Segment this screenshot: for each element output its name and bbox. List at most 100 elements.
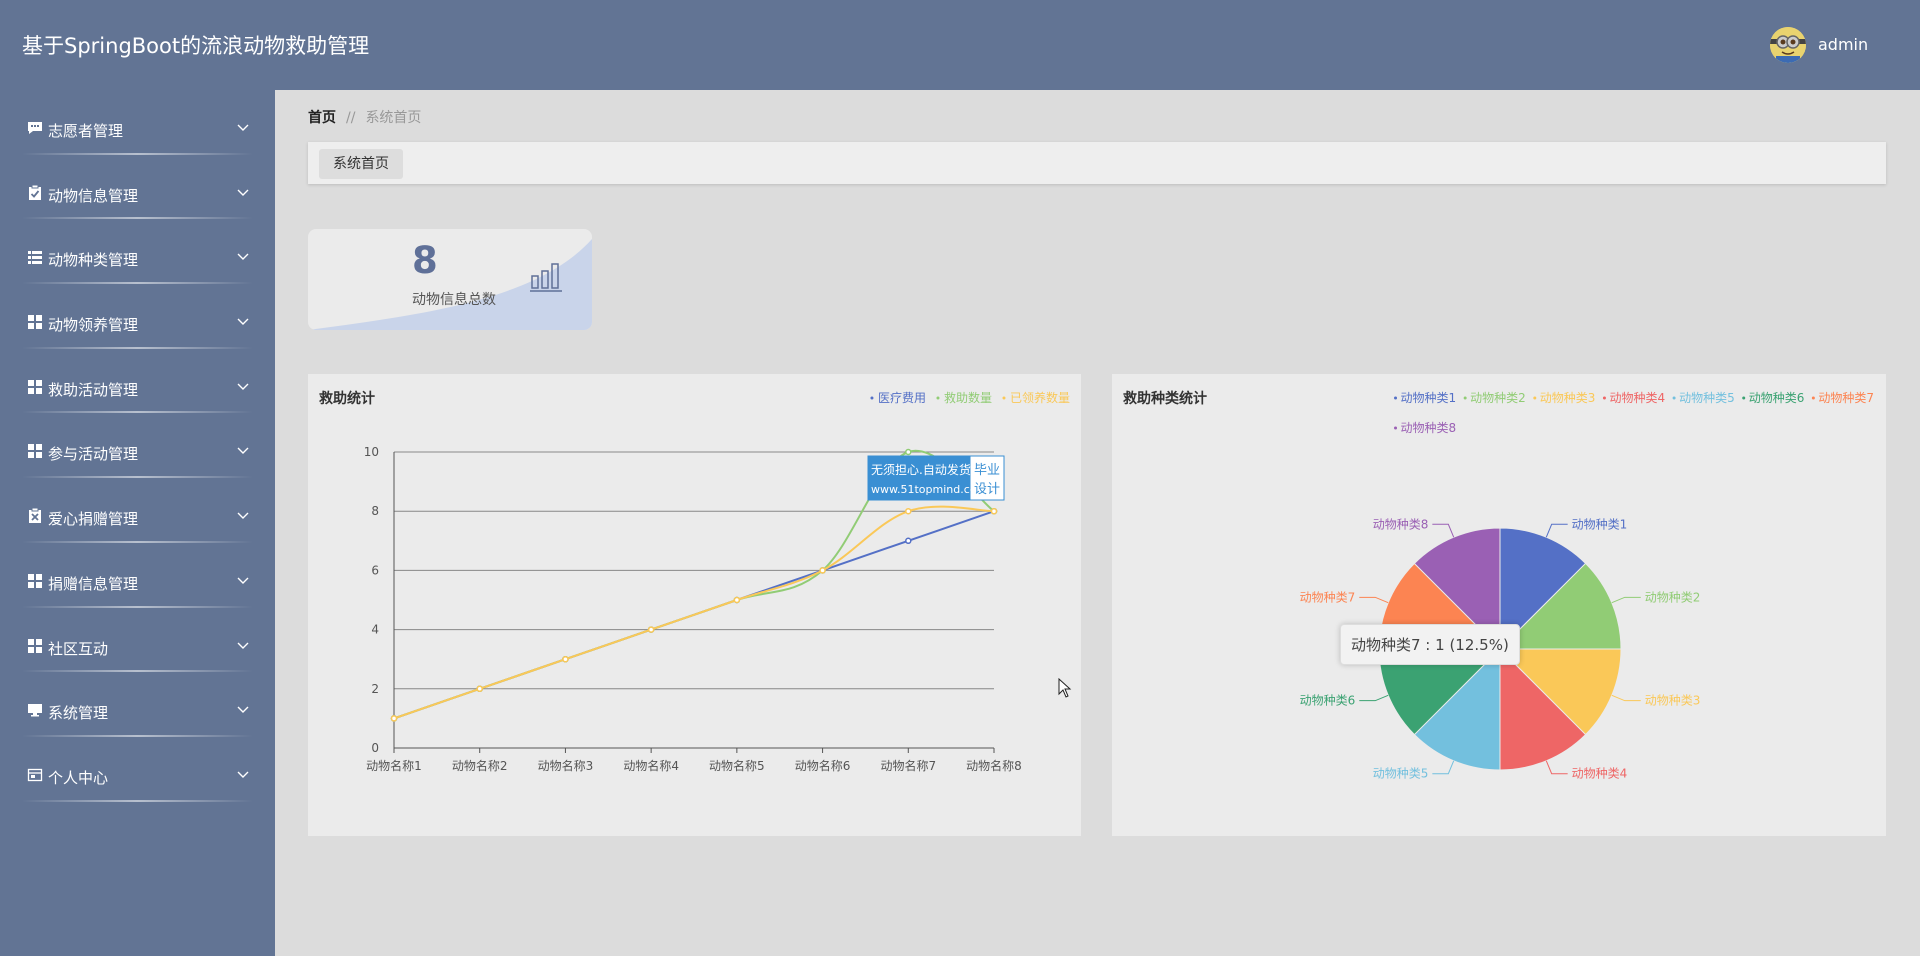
- pie-label: 动物种类2: [1645, 590, 1701, 604]
- chevron-down-icon[interactable]: [236, 378, 250, 392]
- chevron-down-icon[interactable]: [236, 119, 250, 133]
- sidebar-item-label: 个人中心: [48, 768, 109, 787]
- pie-slice[interactable]: [1413, 527, 1501, 651]
- rescue-line-chart: 0 2 4 6 8 10 动物名称1 动物名称2 动物名称3 动物名称4 动物名称5 动物名称6 动物名…: [364, 390, 1070, 773]
- series-3-point[interactable]: [647, 626, 655, 633]
- animal-total-value: 8: [412, 239, 438, 282]
- top-header: 基于SpringBoot的流浪动物救助管理 admin: [0, 0, 1920, 90]
- sidebar-item-1[interactable]: 志愿者管理: [0, 90, 275, 155]
- breadcrumb: 首页 // 系统首页: [308, 107, 421, 127]
- sidebar-divider: [22, 605, 253, 608]
- sidebar-divider: [22, 152, 253, 155]
- legend-item[interactable]: 动物种类1: [1401, 391, 1457, 405]
- animal-total-card: 8 动物信息总数: [308, 229, 592, 330]
- legend-dot: [1394, 396, 1398, 400]
- legend-item[interactable]: 动物种类3: [1540, 391, 1596, 405]
- sidebar-item-6[interactable]: 参与活动管理: [0, 413, 275, 479]
- chevron-down-icon[interactable]: [236, 442, 250, 456]
- chevron-down-icon[interactable]: [236, 637, 250, 651]
- sidebar-divider: [22, 734, 253, 737]
- watermark-url: www.51topmind.com: [871, 483, 987, 496]
- pie-label-line: [1611, 694, 1641, 702]
- pie-label: 动物种类5: [1373, 767, 1429, 781]
- sidebar-item-4[interactable]: 动物领养管理: [0, 284, 275, 349]
- legend-item[interactable]: 动物种类8: [1401, 421, 1457, 435]
- breadcrumb-home[interactable]: 首页: [308, 110, 336, 126]
- sidebar-item-7[interactable]: 爱心捐赠管理: [0, 478, 275, 543]
- sidebar-item-label: 捐赠信息管理: [48, 574, 139, 593]
- tab-system-home[interactable]: 系统首页: [319, 149, 403, 179]
- clipboard-check-icon: [27, 184, 43, 201]
- series-3-point[interactable]: [476, 685, 483, 693]
- sidebar-item-label: 志愿者管理: [48, 122, 124, 140]
- series-3-point[interactable]: [390, 715, 398, 722]
- pie-label: 动物种类8: [1373, 517, 1429, 531]
- pie-slice[interactable]: [1499, 647, 1587, 771]
- sidebar-divider: [22, 670, 253, 673]
- sidebar-menu: 志愿者管理动物信息管理动物种类管理 动物领养管理 救助活动管理 参与活动管理爱心捐赠管…: [0, 90, 275, 956]
- rescue-stats-panel: 救助统计 0 2 4 6 8 10 动物名称1 动物名称2 动物名称3 动物名称4 动物名称5 动物名…: [308, 374, 1081, 836]
- chevron-down-icon[interactable]: [236, 701, 250, 715]
- username[interactable]: admin: [1818, 35, 1869, 54]
- id-card-icon: [27, 767, 43, 783]
- series-1-point[interactable]: [905, 537, 912, 545]
- sidebar-item-label: 社区互动: [48, 639, 109, 658]
- legend-item[interactable]: 救助数量: [944, 390, 992, 405]
- x-tick-label: 动物名称2: [452, 758, 508, 773]
- tab-bar: 系统首页: [308, 142, 1886, 184]
- sidebar-item-9[interactable]: 社区互动: [0, 608, 275, 673]
- sidebar-item-label: 动物信息管理: [48, 186, 139, 205]
- chevron-down-icon[interactable]: [236, 248, 250, 262]
- minion-avatar-icon: [1770, 27, 1806, 63]
- legend-item[interactable]: 动物种类7: [1818, 391, 1874, 405]
- sidebar-item-8[interactable]: 捐赠信息管理: [0, 543, 275, 608]
- pie-label-line: [1359, 596, 1389, 604]
- category-stats-panel: 救助种类统计 动物种类1 动物种类2 动物种类3 动物种类4 动物种类5 动物种类6 动物种…: [1112, 374, 1886, 836]
- chevron-down-icon[interactable]: [236, 766, 250, 780]
- pie-label-line: [1611, 596, 1641, 604]
- chevron-down-icon[interactable]: [236, 572, 250, 586]
- series-3-point[interactable]: [819, 567, 826, 574]
- series-3-point[interactable]: [905, 507, 912, 515]
- series-3-point[interactable]: [990, 507, 998, 515]
- sidebar-item-11[interactable]: 个人中心: [0, 737, 275, 802]
- chevron-down-icon[interactable]: [236, 184, 250, 198]
- legend-item[interactable]: 动物种类6: [1749, 391, 1805, 405]
- legend-item[interactable]: 动物种类4: [1609, 391, 1665, 405]
- series-3-point[interactable]: [733, 596, 741, 604]
- sidebar-item-label: 爱心捐赠管理: [48, 510, 139, 529]
- series-2-point[interactable]: [905, 448, 912, 456]
- y-tick-label: 8: [371, 504, 379, 518]
- sidebar-item-10[interactable]: 系统管理: [0, 672, 275, 737]
- legend-item[interactable]: 医疗费用: [878, 391, 926, 405]
- sidebar-item-5[interactable]: 救助活动管理: [0, 349, 275, 414]
- sidebar-item-3[interactable]: 动物种类管理: [0, 219, 275, 285]
- sidebar-item-2[interactable]: 动物信息管理: [0, 155, 275, 220]
- pie-slice[interactable]: [1498, 562, 1622, 650]
- pie-slice[interactable]: [1499, 527, 1587, 651]
- legend-item[interactable]: 已领养数量: [1010, 390, 1070, 405]
- y-tick-label: 10: [364, 445, 379, 459]
- pie-slice[interactable]: [1498, 648, 1622, 736]
- legend-dot: [1394, 426, 1398, 430]
- sidebar-divider: [22, 799, 253, 802]
- series-3-point[interactable]: [562, 655, 569, 663]
- user-avatar[interactable]: [1770, 27, 1806, 63]
- chevron-down-icon[interactable]: [236, 313, 250, 327]
- x-tick-label: 动物名称1: [366, 758, 422, 773]
- legend-dot: [1672, 396, 1676, 400]
- y-tick-label: 4: [371, 623, 379, 637]
- x-tick-label: 动物名称4: [623, 758, 679, 773]
- pie-label: 动物种类7: [1300, 590, 1356, 604]
- pie-slice[interactable]: [1413, 647, 1501, 771]
- breadcrumb-current: 系统首页: [365, 110, 422, 126]
- legend-item[interactable]: 动物种类2: [1470, 391, 1526, 405]
- y-tick-label: 2: [371, 682, 379, 696]
- chat-icon: [27, 120, 43, 136]
- chevron-down-icon[interactable]: [236, 507, 250, 521]
- y-tick-label: 0: [371, 741, 379, 755]
- legend-item[interactable]: 动物种类5: [1679, 391, 1735, 405]
- pie-label-line: [1359, 694, 1389, 702]
- watermark-side-2: 设计: [974, 482, 1000, 497]
- x-tick-label: 动物名称3: [538, 758, 594, 773]
